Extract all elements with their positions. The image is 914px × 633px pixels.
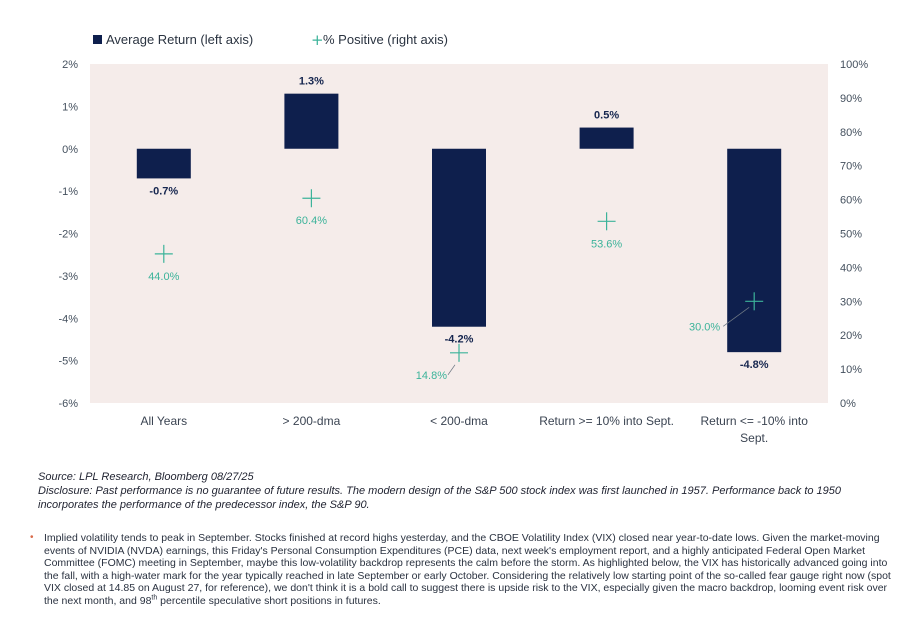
- category-label: < 200-dma: [430, 414, 488, 428]
- bar-data-label: 0.5%: [594, 110, 619, 122]
- left-tick-label: 2%: [62, 59, 78, 71]
- left-tick-label: -5%: [58, 356, 78, 368]
- left-axis: 2% 1% 0% -1% -2% -3% -4% -5% -6%: [58, 59, 78, 410]
- category-label: Return <= -10% into: [700, 414, 808, 428]
- source-note: Source: LPL Research, Bloomberg 08/27/25: [38, 471, 254, 483]
- legend: Average Return (left axis) + % Positive …: [93, 31, 448, 49]
- chart-notes: Source: LPL Research, Bloomberg 08/27/25…: [38, 470, 888, 512]
- bar-series: -0.7% 1.3% -4.2% 0.5% -4.8%: [136, 76, 782, 371]
- commentary-tail: percentile speculative short positions i…: [157, 594, 381, 607]
- disclosure-note: Disclosure: Past performance is no guara…: [38, 485, 842, 511]
- left-tick-label: 0%: [62, 144, 78, 156]
- category-axis: All Years > 200-dma < 200-dma Return >= 10%…: [140, 414, 808, 445]
- bar-data-label: 1.3%: [299, 76, 324, 88]
- right-tick-label: 50%: [840, 229, 862, 241]
- right-tick-label: 40%: [840, 262, 862, 274]
- commentary-text: Implied volatility tends to peak in Sept…: [44, 532, 891, 607]
- chart: Average Return (left axis) + % Positive …: [58, 31, 868, 445]
- marker-series: 44.0% 60.4% 14.8% 53.6% 30.0%: [148, 189, 764, 382]
- right-tick-label: 80%: [840, 127, 862, 139]
- category-label: Return >= 10% into Sept.: [539, 414, 674, 428]
- left-tick-label: -3%: [58, 271, 78, 283]
- label-leader-line: [722, 306, 750, 327]
- right-tick-label: 60%: [840, 195, 862, 207]
- commentary-sup: th: [151, 594, 158, 602]
- legend-bar-label: Average Return (left axis): [106, 32, 253, 47]
- category-label: All Years: [140, 414, 187, 428]
- label-leader-line: [447, 364, 456, 376]
- left-tick-label: 1%: [62, 101, 78, 113]
- legend-marker-label: % Positive (right axis): [323, 32, 448, 47]
- left-tick-label: -4%: [58, 313, 78, 325]
- positive-data-label: 30.0%: [689, 321, 720, 333]
- right-axis: 100% 90% 80% 70% 60% 50% 40% 30% 20% 10% 0%: [840, 59, 868, 410]
- commentary-bullet: • Implied volatility tends to peak in Se…: [30, 532, 904, 608]
- positive-data-label: 60.4%: [296, 215, 327, 227]
- bar: [136, 148, 191, 179]
- right-tick-label: 30%: [840, 296, 862, 308]
- bar-data-label: -4.8%: [740, 359, 769, 371]
- right-tick-label: 20%: [840, 330, 862, 342]
- bar: [579, 127, 634, 149]
- bar: [284, 93, 339, 149]
- left-tick-label: -6%: [58, 398, 78, 410]
- positive-data-label: 53.6%: [591, 238, 622, 250]
- category-label-line2: Sept.: [740, 431, 768, 445]
- right-tick-label: 90%: [840, 93, 862, 105]
- left-tick-label: -2%: [58, 229, 78, 241]
- bar-data-label: -0.7%: [149, 185, 178, 197]
- positive-data-label: 14.8%: [416, 370, 447, 382]
- bar: [727, 148, 782, 353]
- bar-data-label: -4.2%: [445, 334, 474, 346]
- left-tick-label: -1%: [58, 186, 78, 198]
- category-label: > 200-dma: [283, 414, 341, 428]
- bar: [432, 148, 486, 327]
- legend-marker-swatch: +: [311, 31, 324, 49]
- positive-data-label: 44.0%: [148, 271, 179, 283]
- legend-bar-swatch: [93, 35, 102, 44]
- bullet-dot: •: [30, 532, 34, 543]
- right-tick-label: 10%: [840, 364, 862, 376]
- right-tick-label: 100%: [840, 59, 868, 71]
- right-tick-label: 70%: [840, 161, 862, 173]
- right-tick-label: 0%: [840, 398, 856, 410]
